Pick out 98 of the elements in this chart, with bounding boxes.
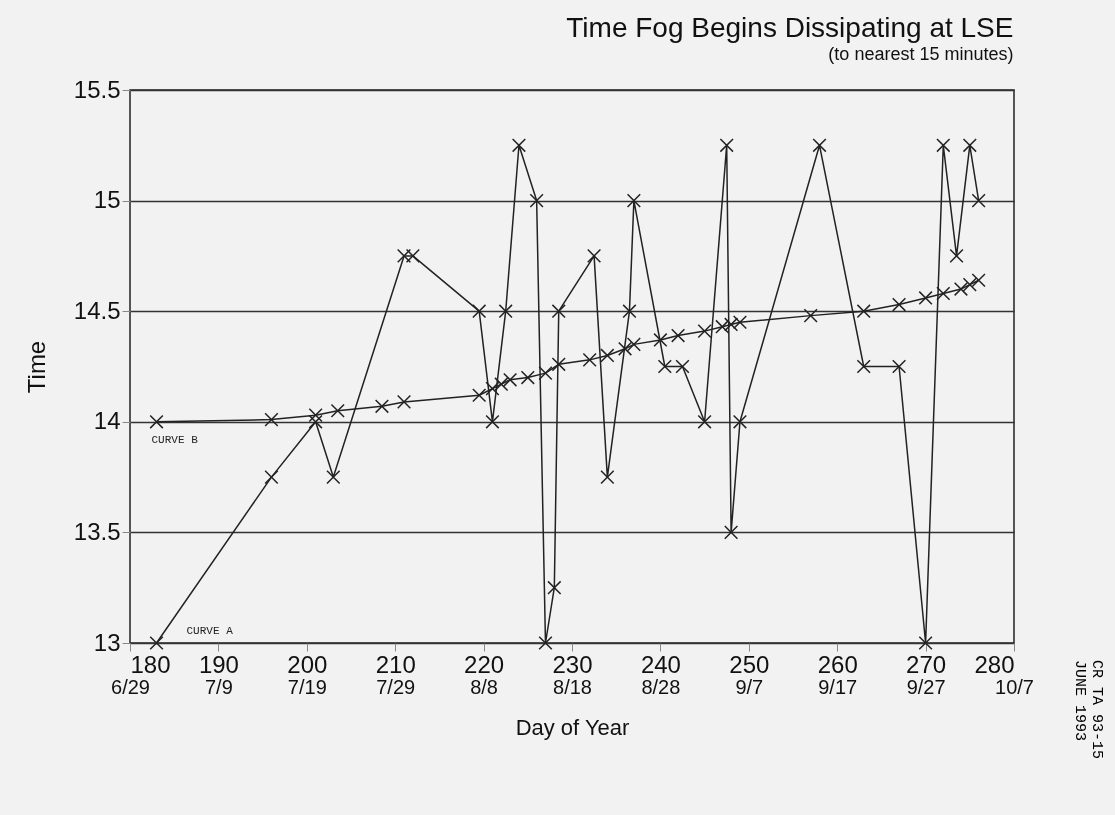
point — [149, 635, 164, 651]
x-tick-label: 180 — [130, 650, 171, 678]
point — [715, 319, 730, 334]
x2-tick-label: 8/8 — [470, 675, 499, 698]
y-tick-label: 13.5 — [73, 517, 121, 545]
series-label: CURVE A — [186, 625, 234, 637]
point — [503, 372, 518, 387]
point — [856, 304, 871, 319]
point — [719, 138, 734, 153]
point — [812, 138, 827, 153]
x-axis-title: Day of Year — [515, 714, 630, 740]
point — [617, 341, 633, 356]
x2-tick-label: 7/29 — [376, 675, 416, 698]
point — [675, 359, 690, 374]
x-tick-label: 270 — [906, 650, 947, 678]
point — [326, 470, 341, 485]
point — [803, 308, 818, 323]
point — [551, 357, 566, 372]
point — [330, 403, 345, 418]
x-tick-label: 230 — [552, 650, 593, 678]
text: JUNE 1993 — [1071, 660, 1088, 743]
point — [918, 290, 933, 305]
point — [538, 635, 553, 651]
point — [308, 408, 323, 423]
series-label: CURVE B — [151, 433, 199, 446]
point — [405, 248, 420, 263]
x-tick-label: 240 — [640, 650, 681, 678]
point — [971, 273, 986, 288]
point — [936, 286, 951, 301]
point — [892, 359, 907, 374]
point — [626, 337, 641, 352]
x-tick-label: 200 — [287, 650, 328, 678]
point — [264, 412, 279, 427]
x2-tick-label: 10/7 — [995, 675, 1034, 698]
x2-tick-label: 9/27 — [906, 675, 946, 698]
point — [582, 352, 597, 367]
x2-tick-label: 9/17 — [818, 675, 858, 698]
point — [626, 193, 641, 208]
point — [600, 470, 615, 485]
point — [892, 297, 907, 312]
y-tick-label: 14.5 — [73, 296, 121, 324]
point — [374, 399, 390, 414]
y-axis-title: Time — [22, 340, 50, 394]
chart-subtitle: (to nearest 15 minutes) — [828, 44, 1014, 64]
x-tick-label: 190 — [198, 650, 239, 678]
chart-title: Time Fog Begins Dissipating at LSE — [566, 12, 1014, 43]
point — [520, 370, 535, 385]
point — [264, 470, 279, 485]
point — [856, 359, 871, 374]
point — [485, 414, 500, 429]
point — [724, 525, 739, 540]
point — [918, 635, 933, 651]
point — [732, 414, 748, 429]
point — [697, 324, 712, 339]
point — [308, 414, 323, 429]
point — [498, 304, 513, 319]
point — [697, 414, 712, 429]
point — [732, 315, 748, 330]
point — [653, 332, 668, 348]
x2-tick-label: 6/29 — [111, 675, 150, 698]
point — [485, 381, 500, 396]
point — [396, 394, 412, 409]
point — [494, 377, 509, 392]
x-tick-label: 220 — [464, 650, 505, 678]
point — [547, 580, 562, 595]
y-tick-label: 14 — [93, 407, 121, 435]
point — [962, 138, 977, 153]
text: CR TA 93-15 — [1088, 660, 1105, 760]
point — [949, 248, 964, 263]
y-tick-label: 13 — [93, 628, 121, 656]
x-tick-label: 210 — [375, 650, 416, 678]
x2-tick-label: 9/7 — [735, 675, 764, 698]
point — [936, 138, 951, 153]
point — [953, 282, 969, 297]
point — [538, 366, 553, 381]
y-tick-label: 15.5 — [73, 75, 121, 103]
point — [396, 248, 412, 263]
x2-tick-label: 8/28 — [641, 675, 681, 698]
point — [529, 193, 544, 208]
x-tick-label: 250 — [729, 650, 770, 678]
x2-tick-label: 7/9 — [204, 675, 233, 698]
point — [600, 348, 615, 363]
point — [671, 328, 686, 343]
point — [622, 304, 637, 319]
x2-tick-label: 8/18 — [553, 675, 592, 698]
point — [657, 359, 672, 374]
point — [149, 414, 164, 429]
x-tick-label: 260 — [817, 650, 858, 678]
point — [551, 304, 566, 319]
point — [511, 138, 527, 153]
point — [587, 248, 602, 263]
x-tick-label: 280 — [974, 650, 1015, 678]
y-tick-label: 15 — [93, 186, 121, 214]
point — [971, 193, 986, 208]
point — [724, 317, 739, 332]
x2-tick-label: 7/19 — [287, 675, 327, 698]
point — [472, 388, 487, 403]
point — [472, 304, 487, 319]
